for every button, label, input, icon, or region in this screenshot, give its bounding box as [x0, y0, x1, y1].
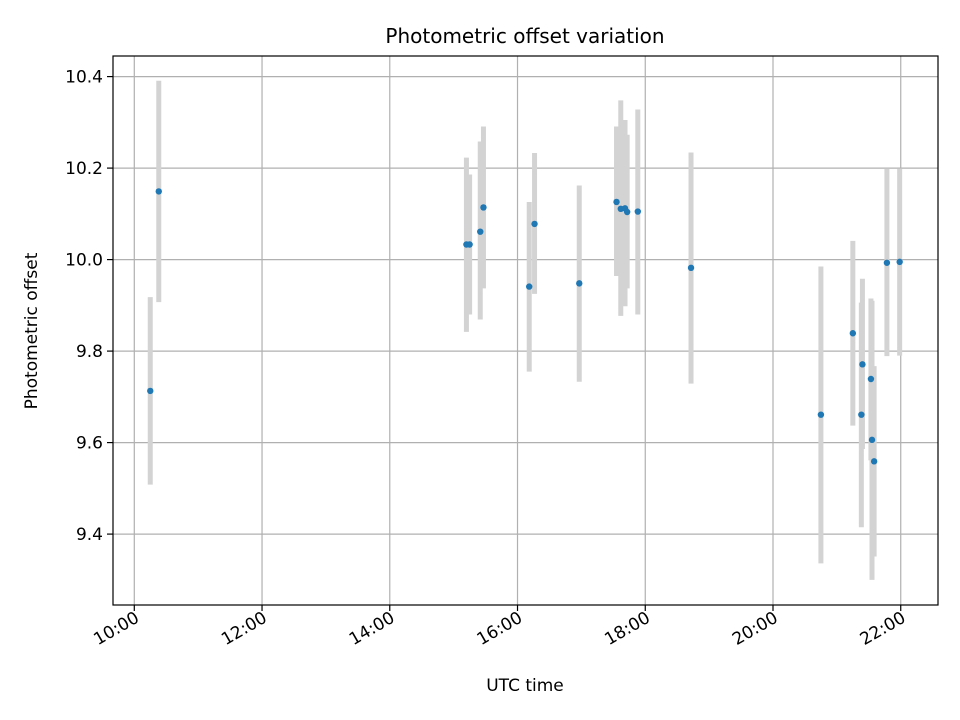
data-point [623, 208, 631, 216]
y-axis-ticks: 9.4 9.6 9.8 10.0 10.2 10.4 [65, 68, 113, 545]
data-point [867, 375, 875, 383]
data-point [859, 361, 866, 368]
data-point [147, 387, 154, 395]
data-point [526, 283, 533, 290]
x-tick-label: 16:00 [474, 608, 526, 650]
errorbars [147, 80, 903, 580]
grid [113, 56, 938, 605]
data-point [858, 411, 865, 418]
y-tick-label: 10.2 [65, 159, 103, 179]
data-point [849, 330, 857, 337]
data-point [576, 280, 583, 287]
data-point [155, 188, 162, 195]
y-axis-label: Photometric offset [22, 252, 42, 409]
x-tick-label: 12:00 [218, 608, 270, 650]
y-tick-label: 10.4 [65, 68, 103, 88]
points [147, 188, 903, 465]
y-tick-label: 9.8 [76, 342, 103, 362]
y-tick-label: 10.0 [65, 251, 103, 271]
x-axis-label: UTC time [486, 676, 564, 696]
data-point [868, 436, 876, 444]
x-tick-label: 18:00 [601, 608, 653, 650]
data-point [466, 241, 473, 248]
chart-title: Photometric offset variation [385, 24, 664, 48]
plot-frame [112, 55, 939, 606]
data-point [634, 208, 642, 215]
data-point [896, 258, 903, 266]
data-point [531, 220, 538, 228]
data-point [477, 228, 484, 235]
x-tick-label: 10:00 [90, 608, 142, 650]
y-tick-label: 9.4 [76, 525, 103, 545]
data-point [480, 204, 487, 211]
data-point [687, 264, 695, 272]
x-tick-label: 20:00 [729, 608, 781, 650]
data-point [817, 411, 825, 418]
data-point [613, 198, 620, 206]
x-tick-label: 14:00 [346, 608, 398, 650]
x-axis-ticks: 10:00 12:00 14:00 16:00 18:00 20:00 22:00 [90, 605, 909, 650]
x-tick-label: 22:00 [857, 608, 909, 650]
data-point [870, 458, 878, 465]
data-point [883, 259, 891, 266]
y-tick-label: 9.6 [76, 434, 103, 454]
